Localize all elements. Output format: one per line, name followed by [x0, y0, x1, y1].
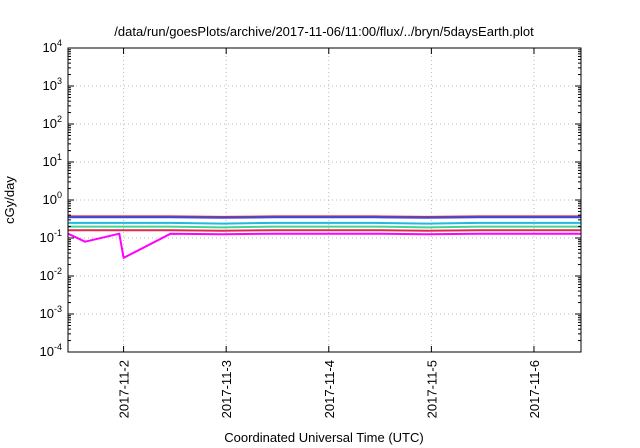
y-tick-label: 10-3 [40, 304, 62, 321]
series-line [68, 225, 581, 229]
y-tick-labels: 10-4 10-3 10-2 10-1 100 101 102 103 104 [40, 38, 62, 359]
y-tick-label: 103 [43, 76, 62, 93]
y-axis-label: cGy/day [2, 176, 17, 224]
grid [68, 48, 581, 352]
x-tick-label: 2017-11-6 [527, 360, 542, 418]
x-axis-label: Coordinated Universal Time (UTC) [224, 430, 423, 445]
y-tick-label: 100 [43, 190, 62, 207]
y-tick-label: 10-2 [40, 266, 62, 283]
series-line [67, 232, 581, 259]
series-layer [67, 215, 581, 259]
ticks [68, 47, 581, 353]
x-tick-label: 2017-11-4 [322, 360, 337, 418]
series-line [68, 216, 581, 219]
series-line [68, 229, 581, 232]
x-tick-label: 2017-11-5 [424, 360, 439, 418]
x-tick-labels: 2017-11-2 2017-11-3 2017-11-4 2017-11-5 2017… [117, 360, 542, 418]
y-tick-label: 10-1 [40, 228, 62, 245]
chart-title: /data/run/goesPlots/archive/2017-11-06/1… [114, 24, 534, 39]
y-tick-label: 10-4 [40, 342, 62, 359]
y-tick-label: 104 [43, 38, 62, 55]
y-tick-label: 102 [43, 114, 62, 131]
y-tick-label: 101 [43, 152, 62, 169]
x-tick-label: 2017-11-3 [219, 360, 234, 418]
series-line [68, 221, 581, 225]
x-tick-label: 2017-11-2 [117, 360, 132, 418]
